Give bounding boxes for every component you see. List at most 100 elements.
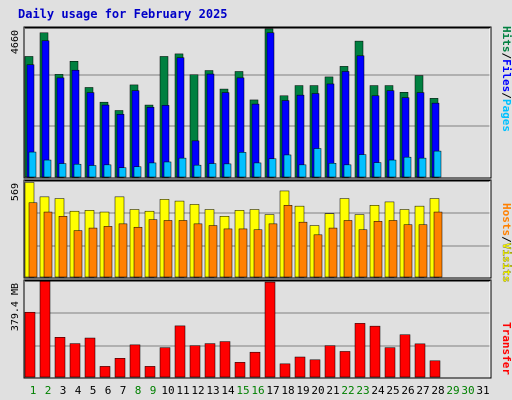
bar-files-day-17 bbox=[266, 32, 275, 178]
bar-pages-day-8 bbox=[133, 166, 142, 178]
bar-transfer-day-19 bbox=[294, 356, 306, 378]
bar-pages-day-20 bbox=[313, 148, 322, 178]
day-label-15: 15 bbox=[236, 384, 249, 397]
y-axis-labels: 4660 569 379.4 MB bbox=[10, 30, 21, 331]
bar-pages-day-7 bbox=[118, 167, 127, 178]
bar-transfer-day-25 bbox=[384, 347, 396, 378]
day-label-3: 3 bbox=[60, 384, 67, 397]
bar-hosts-day-1 bbox=[28, 202, 38, 278]
y-max-label: 379.4 MB bbox=[10, 283, 21, 331]
y-max-label: 4660 bbox=[10, 30, 21, 54]
bar-transfer-day-13 bbox=[204, 343, 216, 378]
bar-transfer-day-2 bbox=[39, 281, 51, 378]
bar-files-day-2 bbox=[41, 40, 50, 178]
day-label-27: 27 bbox=[416, 384, 429, 397]
day-label-1: 1 bbox=[30, 384, 37, 397]
day-label-7: 7 bbox=[120, 384, 127, 397]
bar-hosts-day-19 bbox=[298, 221, 308, 278]
day-label-23: 23 bbox=[356, 384, 369, 397]
bar-hosts-day-8 bbox=[133, 226, 143, 278]
bar-transfer-day-15 bbox=[234, 362, 246, 378]
panel-legend: Transfer bbox=[500, 322, 512, 375]
legend-entry: Visits bbox=[500, 243, 512, 283]
bar-pages-day-28 bbox=[433, 150, 442, 178]
bar-hosts-day-5 bbox=[88, 227, 98, 278]
bar-pages-day-19 bbox=[298, 164, 307, 178]
bar-transfer-day-14 bbox=[219, 341, 231, 378]
bar-pages-day-27 bbox=[418, 157, 427, 178]
bar-transfer-day-12 bbox=[189, 345, 201, 378]
bar-pages-day-5 bbox=[88, 165, 97, 178]
bar-pages-day-14 bbox=[223, 163, 232, 178]
day-label-29: 29 bbox=[446, 384, 459, 397]
bar-transfer-day-18 bbox=[279, 363, 291, 378]
bar-hosts-day-9 bbox=[148, 219, 158, 278]
day-label-8: 8 bbox=[135, 384, 142, 397]
bar-hosts-day-23 bbox=[358, 229, 368, 278]
day-label-19: 19 bbox=[296, 384, 309, 397]
bar-transfer-day-28 bbox=[429, 360, 441, 378]
bar-transfer-day-8 bbox=[129, 344, 141, 378]
bar-pages-day-17 bbox=[268, 158, 277, 178]
day-label-13: 13 bbox=[206, 384, 219, 397]
bar-hosts-day-25 bbox=[388, 220, 398, 278]
bar-pages-day-10 bbox=[163, 161, 172, 178]
bar-pages-day-22 bbox=[343, 164, 352, 178]
bar-marks bbox=[24, 28, 443, 378]
legend-entry: / bbox=[500, 92, 512, 99]
day-label-10: 10 bbox=[161, 384, 174, 397]
bar-hosts-day-28 bbox=[433, 211, 443, 278]
bar-pages-day-24 bbox=[373, 162, 382, 178]
bar-transfer-day-10 bbox=[159, 347, 171, 378]
bar-hosts-day-13 bbox=[208, 225, 218, 278]
legend-entry: Hosts bbox=[500, 203, 512, 236]
day-label-26: 26 bbox=[401, 384, 414, 397]
bar-hosts-day-17 bbox=[268, 223, 278, 278]
panel-legend: Hosts/Visits bbox=[500, 203, 512, 283]
y-max-label: 569 bbox=[10, 183, 21, 201]
bar-pages-day-21 bbox=[328, 163, 337, 178]
day-label-18: 18 bbox=[281, 384, 294, 397]
bar-pages-day-4 bbox=[73, 163, 82, 178]
bar-transfer-day-17 bbox=[264, 281, 276, 378]
bar-pages-day-25 bbox=[388, 159, 397, 178]
bar-transfer-day-27 bbox=[414, 343, 426, 378]
bar-files-day-3 bbox=[56, 77, 65, 178]
bar-transfer-day-23 bbox=[354, 323, 366, 378]
bar-hosts-day-18 bbox=[283, 205, 293, 278]
legend-entry: Transfer bbox=[500, 322, 512, 375]
bar-transfer-day-1 bbox=[24, 311, 36, 378]
day-label-25: 25 bbox=[386, 384, 399, 397]
bar-hosts-day-2 bbox=[43, 211, 53, 278]
bar-pages-day-6 bbox=[103, 164, 112, 178]
day-label-31: 31 bbox=[476, 384, 489, 397]
bar-pages-day-15 bbox=[238, 152, 247, 178]
bar-transfer-day-5 bbox=[84, 337, 96, 378]
bar-hosts-day-10 bbox=[163, 220, 173, 278]
bar-transfer-day-16 bbox=[249, 351, 261, 378]
bar-files-day-22 bbox=[341, 71, 350, 178]
bar-pages-day-9 bbox=[148, 162, 157, 178]
day-label-24: 24 bbox=[371, 384, 385, 397]
bar-pages-day-18 bbox=[283, 154, 292, 178]
bar-transfer-day-7 bbox=[114, 358, 126, 378]
legend-entry: Pages bbox=[500, 99, 512, 132]
day-label-6: 6 bbox=[105, 384, 112, 397]
bar-hosts-day-20 bbox=[313, 234, 323, 278]
bar-hosts-day-15 bbox=[238, 228, 248, 278]
bar-hosts-day-4 bbox=[73, 230, 83, 278]
day-label-30: 30 bbox=[461, 384, 474, 397]
bar-hosts-day-6 bbox=[103, 226, 113, 278]
bar-hosts-day-12 bbox=[193, 223, 203, 278]
bar-hosts-day-24 bbox=[373, 221, 383, 278]
bar-hosts-day-11 bbox=[178, 220, 188, 278]
bar-pages-day-2 bbox=[43, 159, 52, 178]
bar-hosts-day-3 bbox=[58, 216, 68, 278]
bar-hosts-day-14 bbox=[223, 228, 233, 278]
legend-entry: / bbox=[500, 236, 512, 243]
day-label-14: 14 bbox=[221, 384, 235, 397]
day-label-17: 17 bbox=[266, 384, 279, 397]
bar-transfer-day-20 bbox=[309, 359, 321, 378]
bar-files-day-4 bbox=[71, 69, 80, 178]
